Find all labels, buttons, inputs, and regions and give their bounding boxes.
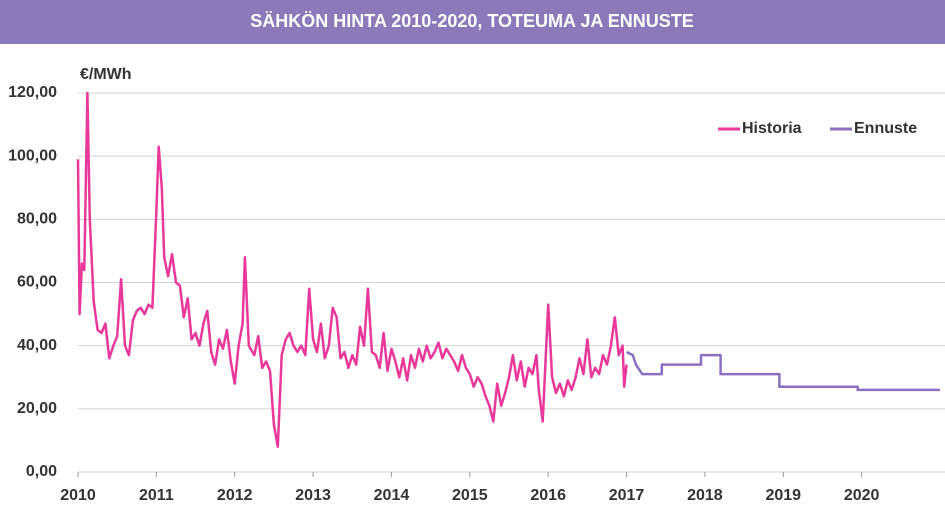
y-tick-label: 40,00 xyxy=(17,337,57,354)
x-tick-label: 2015 xyxy=(452,487,488,504)
y-tick-label: 20,00 xyxy=(17,400,57,417)
x-tick-label: 2019 xyxy=(765,487,801,504)
x-tick-label: 2018 xyxy=(687,487,723,504)
chart-title: SÄHKÖN HINTA 2010-2020, TOTEUMA JA ENNUS… xyxy=(250,11,693,31)
x-tick-label: 2014 xyxy=(374,487,410,504)
title-bar xyxy=(0,0,945,44)
x-tick-label: 2017 xyxy=(609,487,645,504)
y-axis-label: €/MWh xyxy=(80,66,132,83)
x-tick-label: 2010 xyxy=(60,487,96,504)
legend-label: Historia xyxy=(742,120,802,137)
legend-label: Ennuste xyxy=(854,120,917,137)
y-tick-label: 60,00 xyxy=(17,274,57,291)
y-tick-label: 80,00 xyxy=(17,211,57,228)
y-tick-label: 120,00 xyxy=(8,84,57,101)
series-line xyxy=(76,91,628,448)
x-tick-label: 2012 xyxy=(217,487,253,504)
x-tick-label: 2016 xyxy=(530,487,566,504)
y-tick-label: 100,00 xyxy=(8,147,57,164)
x-tick-label: 2013 xyxy=(295,487,331,504)
series-line xyxy=(625,350,940,392)
x-tick-label: 2020 xyxy=(844,487,880,504)
x-tick-label: 2011 xyxy=(139,487,174,504)
y-tick-label: 0,00 xyxy=(26,463,57,480)
